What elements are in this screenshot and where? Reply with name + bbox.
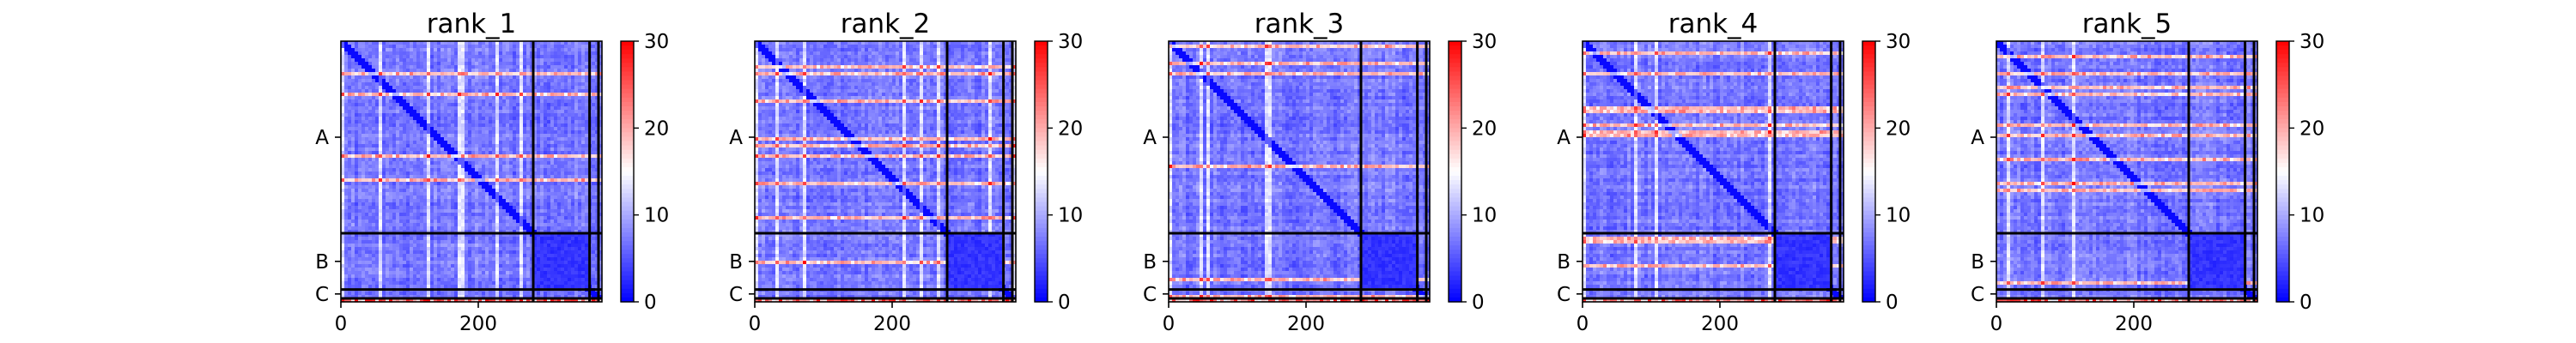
colorbar: 0 10 20 30 <box>1862 31 1911 314</box>
x-tick-label: 0 <box>749 313 762 335</box>
x-tick-label: 0 <box>1990 313 2003 335</box>
colorbar-tick-label: 20 <box>1886 117 1911 140</box>
y-tick-label: C <box>729 284 743 306</box>
heatmap-cells <box>1169 41 1431 303</box>
x-tick-label: 200 <box>873 313 911 335</box>
colorbar-tick-label: 0 <box>1886 292 1899 314</box>
colorbar-tick-label: 20 <box>1058 117 1083 140</box>
panel-title: rank_3 <box>1255 9 1345 39</box>
panel-title: rank_5 <box>2082 9 2172 39</box>
colorbar-tick-label: 20 <box>2300 117 2324 140</box>
x-tick-label: 0 <box>335 313 348 335</box>
colorbar-tick-label: 20 <box>644 117 669 140</box>
heatmap-cells <box>755 41 1017 303</box>
colorbar-tick-label: 10 <box>1058 205 1083 227</box>
colorbar-tick-label: 10 <box>1886 205 1911 227</box>
x-tick-label: 0 <box>1163 313 1176 335</box>
y-tick-label: C <box>1557 284 1571 306</box>
heatmap-cells <box>341 41 603 303</box>
colorbar-tick-label: 30 <box>1058 31 1083 53</box>
colorbar: 0 10 20 30 <box>621 31 669 314</box>
panel-title: rank_2 <box>841 9 931 39</box>
heatmap-cells <box>1996 41 2258 303</box>
y-tick-label: A <box>729 127 743 149</box>
y-tick-label: C <box>1143 284 1157 306</box>
y-tick-label: A <box>1143 127 1157 149</box>
y-tick-label: C <box>1971 284 1984 306</box>
y-tick-label: B <box>1971 251 1984 274</box>
colorbar-tick-label: 10 <box>2300 205 2324 227</box>
y-tick-label: B <box>1143 251 1157 274</box>
colorbar-tick-label: 30 <box>2300 31 2324 53</box>
colorbar-tick-label: 30 <box>1886 31 1911 53</box>
y-tick-label: C <box>315 284 329 306</box>
y-tick-label: A <box>1557 127 1571 149</box>
y-tick-label: A <box>1971 127 1984 149</box>
x-tick-label: 200 <box>459 313 497 335</box>
panel-title: rank_4 <box>1668 9 1759 39</box>
colorbar: 0 10 20 30 <box>2276 31 2324 314</box>
panel-title: rank_1 <box>427 9 517 39</box>
colorbar-tick-label: 0 <box>644 292 657 314</box>
heatmap-cells <box>1583 41 1844 303</box>
colorbar-tick-label: 10 <box>1472 205 1497 227</box>
x-tick-label: 0 <box>1577 313 1589 335</box>
colorbar-tick-label: 30 <box>644 31 669 53</box>
x-tick-label: 200 <box>1287 313 1325 335</box>
y-tick-label: B <box>729 251 743 274</box>
colorbar-tick-label: 0 <box>2300 292 2312 314</box>
y-tick-label: B <box>1557 251 1571 274</box>
colorbar-tick-label: 30 <box>1472 31 1497 53</box>
colorbar: 0 10 20 30 <box>1035 31 1083 314</box>
colorbar-tick-label: 0 <box>1472 292 1485 314</box>
colorbar-tick-label: 10 <box>644 205 669 227</box>
colorbar-tick-label: 20 <box>1472 117 1497 140</box>
x-tick-label: 200 <box>1701 313 1739 335</box>
colorbar-tick-label: 0 <box>1058 292 1071 314</box>
y-tick-label: A <box>315 127 329 149</box>
colorbar: 0 10 20 30 <box>1449 31 1497 314</box>
x-tick-label: 200 <box>2115 313 2153 335</box>
y-tick-label: B <box>315 251 329 274</box>
